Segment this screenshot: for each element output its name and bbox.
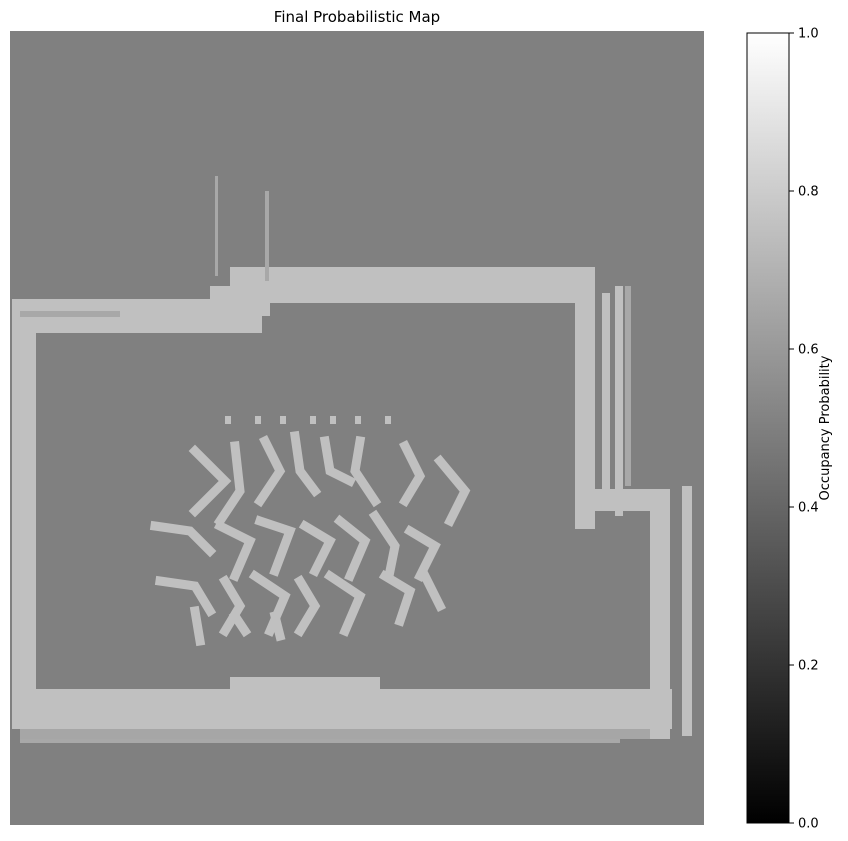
- colorbar-ticks: 0.0 0.2 0.4 0.6 0.8 1.0: [789, 27, 819, 832]
- fringe-spike-2: [265, 191, 269, 281]
- colorbar-tick-label: 1.0: [798, 27, 819, 42]
- obstacle-25: [269, 610, 286, 642]
- fringe-bottom: [20, 739, 620, 743]
- fringe-right: [625, 286, 631, 486]
- obstacle-12: [298, 519, 336, 578]
- wall-right-upper-inner: [602, 293, 610, 493]
- obstacle-7: [398, 439, 426, 508]
- obstacle-19: [293, 574, 321, 638]
- obstacle-8: [433, 454, 471, 528]
- colorbar-gradient: [746, 32, 790, 824]
- obstacle-3: [253, 434, 286, 508]
- wall-bottom-bump: [230, 677, 380, 699]
- obstacle-5: [319, 435, 357, 488]
- dot-4: [310, 416, 316, 424]
- dot-3: [280, 416, 286, 424]
- colorbar-tick-label: 0.2: [798, 659, 819, 674]
- wall-right-lower: [650, 489, 670, 739]
- obstacle-dots: [225, 416, 391, 424]
- colorbar-tick-label: 0.4: [798, 501, 819, 516]
- wall-right-step: [585, 489, 660, 511]
- obstacle-14: [368, 509, 400, 577]
- chart-title: Final Probabilistic Map: [273, 8, 441, 26]
- obstacle-cluster: [149, 430, 471, 647]
- obstacle-24: [228, 609, 252, 638]
- obstacle-20: [323, 569, 366, 637]
- colorbar-tick-label: 0.8: [798, 185, 819, 200]
- colorbar-label: Occupancy Probability: [818, 355, 833, 500]
- wall-right-upper: [575, 267, 595, 529]
- dot-6: [355, 416, 361, 424]
- wall-right-upper-outer: [615, 286, 623, 516]
- wall-right-lower-outer: [682, 486, 692, 736]
- map-wall-fringes: [20, 176, 631, 743]
- obstacle-10: [213, 519, 256, 582]
- obstacle-16: [154, 575, 217, 618]
- dot-1: [225, 416, 231, 424]
- obstacle-13: [333, 514, 371, 582]
- wall-left: [12, 299, 36, 729]
- dot-2: [255, 416, 261, 424]
- map-walls: [12, 267, 692, 739]
- fringe-top: [20, 311, 120, 317]
- colorbar: 0.0 0.2 0.4 0.6 0.8 1.0 Occupancy Probability: [746, 27, 833, 832]
- occupancy-map: [10, 31, 704, 825]
- wall-top-step: [210, 286, 270, 316]
- wall-bottom-fringe: [20, 729, 660, 739]
- obstacle-17: [218, 574, 246, 638]
- obstacle-4: [289, 430, 322, 498]
- obstacle-2: [213, 441, 245, 528]
- obstacle-21: [378, 569, 416, 627]
- wall-top-right: [230, 267, 585, 303]
- obstacle-1: [188, 444, 232, 518]
- dot-5: [330, 416, 336, 424]
- dot-7: [385, 416, 391, 424]
- obstacle-11: [254, 515, 296, 577]
- obstacle-22: [418, 569, 447, 613]
- obstacle-6: [350, 435, 382, 508]
- colorbar-tick-label: 0.6: [798, 343, 819, 358]
- fringe-spike-1: [215, 176, 218, 276]
- obstacle-15: [403, 524, 441, 583]
- obstacle-23: [189, 605, 206, 647]
- colorbar-tick-label: 0.0: [798, 817, 819, 832]
- obstacle-9: [149, 520, 217, 558]
